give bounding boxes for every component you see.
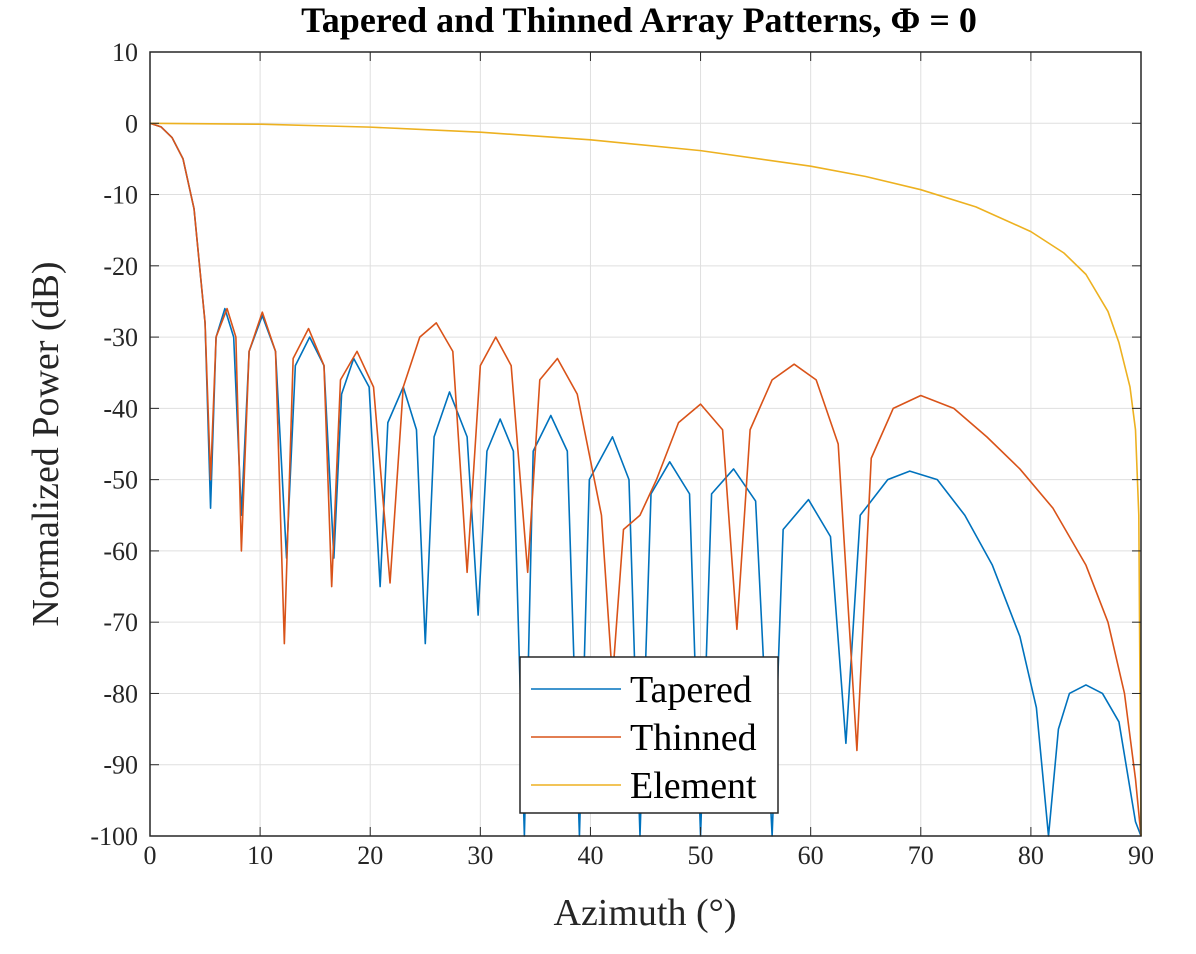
legend-box [519, 656, 779, 814]
x-tick-label: 60 [798, 841, 824, 870]
axes-box [149, 51, 1142, 837]
y-tick-label: 0 [125, 109, 138, 138]
series-line-thinned [149, 122, 1142, 837]
legend-label-tapered: Tapered [630, 669, 752, 711]
y-tick-label: -20 [103, 252, 138, 281]
legend-items: Tapered Thinned Element [531, 669, 757, 807]
series-line-element [149, 122, 1142, 837]
y-axis-ticks: 10 0 -10 -20 -30 -40 -50 -60 -70 -80 -90 -100 [90, 38, 1141, 851]
x-tick-label: 20 [357, 841, 383, 870]
legend-label-thinned: Thinned [630, 717, 757, 759]
x-tick-label: 10 [247, 841, 273, 870]
chart-title: Tapered and Thinned Array Patterns, Φ = … [301, 0, 977, 40]
y-tick-label: -50 [103, 466, 138, 495]
legend-label-element: Element [630, 765, 757, 807]
x-tick-label: 80 [1018, 841, 1044, 870]
x-tick-label: 0 [144, 841, 157, 870]
x-tick-label: 70 [908, 841, 934, 870]
legend[interactable]: Tapered Thinned Element [519, 656, 779, 814]
y-tick-label: -10 [103, 181, 138, 210]
y-tick-label: -30 [103, 323, 138, 352]
y-tick-label: -90 [103, 751, 138, 780]
x-tick-label: 90 [1128, 841, 1154, 870]
y-tick-label: 10 [112, 38, 138, 67]
y-tick-label: -80 [103, 679, 138, 708]
series-layer [149, 122, 1142, 837]
x-tick-label: 50 [688, 841, 714, 870]
y-axis-label: Normalized Power (dB) [25, 261, 67, 626]
y-tick-label: -60 [103, 537, 138, 566]
x-tick-label: 30 [467, 841, 493, 870]
plot-area [149, 122, 1142, 837]
x-axis-ticks: 0 10 20 30 40 50 60 70 80 90 [144, 52, 1154, 870]
y-tick-label: -40 [103, 394, 138, 423]
x-tick-label: 40 [577, 841, 603, 870]
x-axis-label: Azimuth (°) [554, 892, 737, 934]
y-tick-label: -70 [103, 608, 138, 637]
y-tick-label: -100 [90, 822, 138, 851]
